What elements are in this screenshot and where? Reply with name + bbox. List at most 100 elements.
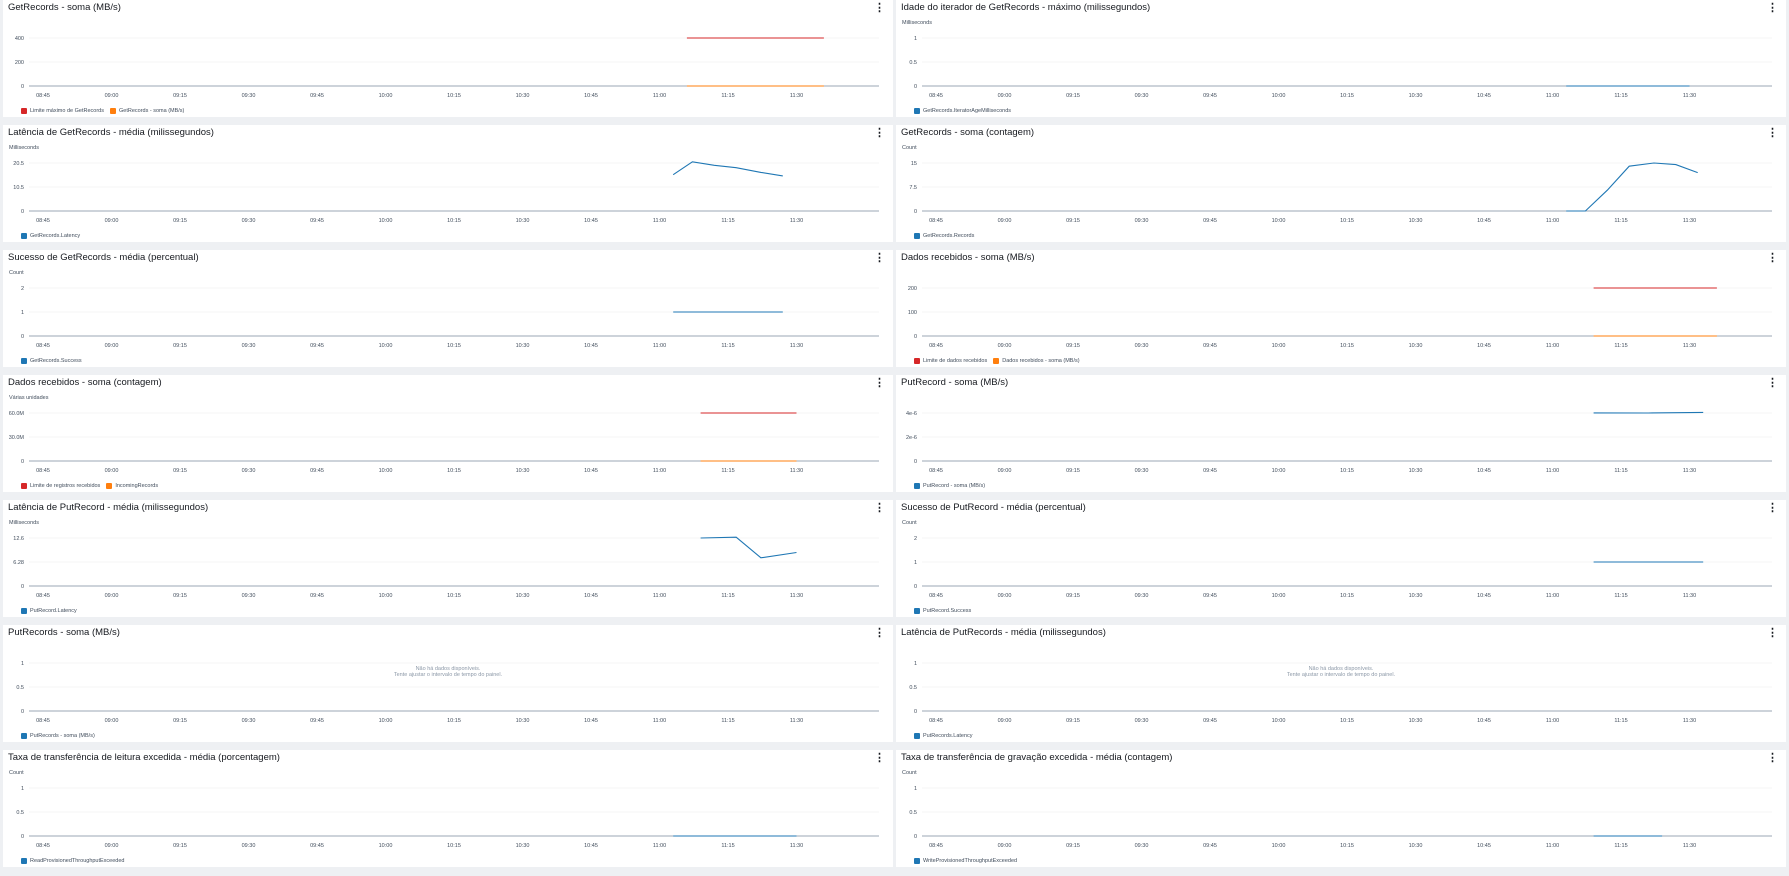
panel-menu-icon[interactable]: ⋮ bbox=[874, 127, 885, 139]
x-tick-label: 09:45 bbox=[310, 593, 324, 599]
x-tick-label: 09:15 bbox=[173, 93, 187, 99]
panel-menu-icon[interactable]: ⋮ bbox=[1767, 252, 1778, 264]
x-tick-label: 10:45 bbox=[1477, 218, 1491, 224]
x-tick-label: 10:00 bbox=[1272, 468, 1286, 474]
series-line[interactable] bbox=[700, 536, 797, 559]
legend-swatch bbox=[21, 733, 27, 739]
line-chart[interactable]: 0 200 400 08:45 09:00 09:15 09:30 09:45 10:00 10:… bbox=[3, 0, 893, 117]
legend-item[interactable]: ReadProvisionedThroughputExceeded bbox=[21, 858, 124, 864]
y-tick-label: 0 bbox=[914, 334, 917, 340]
legend-label: PutRecord.Latency bbox=[30, 608, 77, 614]
metric-panel: GetRecords - soma (contagem) ⋮ Count 0 7.5 15… bbox=[896, 125, 1786, 242]
x-tick-label: 09:15 bbox=[1066, 93, 1080, 99]
y-tick-label: 6.28 bbox=[13, 560, 24, 566]
chart-legend: PutRecords.Latency bbox=[914, 733, 973, 739]
panel-menu-icon[interactable]: ⋮ bbox=[1767, 127, 1778, 139]
x-tick-label: 08:45 bbox=[929, 218, 943, 224]
legend-item[interactable]: GetRecords.Records bbox=[914, 233, 974, 239]
x-tick-label: 10:15 bbox=[447, 468, 461, 474]
legend-item[interactable]: WriteProvisionedThroughputExceeded bbox=[914, 858, 1017, 864]
line-chart[interactable]: 0 1 2 08:45 09:00 09:15 09:30 09:45 10:00 10:15 10… bbox=[3, 250, 893, 367]
x-tick-label: 08:45 bbox=[929, 718, 943, 724]
x-tick-label: 10:15 bbox=[447, 218, 461, 224]
legend-item[interactable]: PutRecords - soma (MB/s) bbox=[21, 733, 95, 739]
x-tick-label: 09:00 bbox=[998, 843, 1012, 849]
line-chart[interactable]: 0 10.5 20.5 08:45 09:00 09:15 09:30 09:45 10:00 1… bbox=[3, 125, 893, 242]
line-chart[interactable]: 0 30.0M 60.0M 08:45 09:00 09:15 09:30 09:45 10:0… bbox=[3, 375, 893, 492]
legend-item[interactable]: Limite de registros recebidos bbox=[21, 483, 100, 489]
legend-item[interactable]: GetRecords.Success bbox=[21, 358, 82, 364]
legend-item[interactable]: PutRecords.Latency bbox=[914, 733, 973, 739]
line-chart[interactable]: 0 0.5 1 08:45 09:00 09:15 09:30 09:45 10:00 10:15… bbox=[896, 0, 1786, 117]
legend-item[interactable]: PutRecord.Latency bbox=[21, 608, 77, 614]
x-tick-label: 11:30 bbox=[790, 218, 803, 224]
line-chart[interactable]: 0 2e-6 4e-6 08:45 09:00 09:15 09:30 09:45 10:00 1… bbox=[896, 375, 1786, 492]
panel-title: GetRecords - soma (MB/s) bbox=[8, 2, 121, 13]
legend-label: GetRecords.Latency bbox=[30, 233, 81, 239]
legend-item[interactable]: PutRecord.Success bbox=[914, 608, 971, 614]
panel-menu-icon[interactable]: ⋮ bbox=[1767, 627, 1778, 639]
x-tick-label: 11:00 bbox=[1546, 218, 1559, 224]
legend-label: IncomingRecords bbox=[115, 483, 159, 489]
chart-legend: Limite máximo de GetRecords GetRecords - … bbox=[21, 108, 184, 114]
x-tick-label: 10:30 bbox=[516, 218, 530, 224]
series-line[interactable] bbox=[672, 161, 783, 177]
x-tick-label: 10:30 bbox=[1409, 718, 1423, 724]
series-line[interactable] bbox=[1566, 162, 1698, 212]
line-chart[interactable]: 0 0.5 1 08:45 09:00 09:15 09:30 09:45 10:00 10:15… bbox=[896, 750, 1786, 867]
line-chart[interactable]: 0 6.28 12.6 08:45 09:00 09:15 09:30 09:45 10:00 1… bbox=[3, 500, 893, 617]
panel-menu-icon[interactable]: ⋮ bbox=[1767, 2, 1778, 14]
legend-swatch bbox=[21, 358, 27, 364]
x-tick-label: 10:15 bbox=[1340, 343, 1354, 349]
legend-item[interactable]: Dados recebidos - soma (MB/s) bbox=[993, 358, 1080, 364]
line-chart[interactable]: 0 7.5 15 08:45 09:00 09:15 09:30 09:45 10:00 10:1… bbox=[896, 125, 1786, 242]
legend-item[interactable]: GetRecords - soma (MB/s) bbox=[109, 108, 185, 114]
x-tick-label: 09:15 bbox=[1066, 593, 1080, 599]
panel-menu-icon[interactable]: ⋮ bbox=[874, 252, 885, 264]
panel-title: PutRecord - soma (MB/s) bbox=[901, 377, 1009, 388]
legend-item[interactable]: GetRecords.Latency bbox=[21, 233, 80, 239]
x-tick-label: 09:00 bbox=[105, 343, 119, 349]
x-tick-label: 09:15 bbox=[1066, 218, 1080, 224]
panel-menu-icon[interactable]: ⋮ bbox=[874, 752, 885, 764]
line-chart[interactable]: 0 0.5 1 08:45 09:00 09:15 09:30 09:45 10:00 10:15… bbox=[3, 750, 893, 867]
panel-menu-icon[interactable]: ⋮ bbox=[1767, 752, 1778, 764]
legend-item[interactable]: Limite de dados recebidos bbox=[914, 358, 987, 364]
legend-item[interactable]: Limite máximo de GetRecords bbox=[21, 108, 104, 114]
x-tick-label: 09:00 bbox=[998, 93, 1012, 99]
panel-menu-icon[interactable]: ⋮ bbox=[874, 377, 885, 389]
x-tick-label: 08:45 bbox=[929, 468, 943, 474]
x-tick-label: 08:45 bbox=[929, 593, 943, 599]
panel-menu-icon[interactable]: ⋮ bbox=[874, 502, 885, 514]
metric-panel: Latência de PutRecord - média (milissegu… bbox=[3, 500, 893, 617]
x-tick-label: 11:15 bbox=[1614, 343, 1627, 349]
metric-panel: Latência de PutRecords - média (milisseg… bbox=[896, 625, 1786, 742]
legend-item[interactable]: GetRecords.IteratorAgeMilliseconds bbox=[914, 108, 1011, 114]
legend-swatch bbox=[21, 483, 27, 489]
panel-menu-icon[interactable]: ⋮ bbox=[874, 2, 885, 14]
no-data-line: Tente ajustar o intervalo de tempo do pa… bbox=[1286, 672, 1396, 678]
series-line[interactable] bbox=[1593, 411, 1704, 414]
legend-swatch bbox=[21, 608, 27, 614]
legend-swatch bbox=[914, 858, 920, 864]
x-tick-label: 08:45 bbox=[929, 843, 943, 849]
line-chart[interactable]: 0 0.5 1 08:45 09:00 09:15 09:30 09:45 10:00 10:15… bbox=[3, 625, 893, 742]
y-tick-label: 2e-6 bbox=[906, 435, 917, 441]
legend-label: GetRecords - soma (MB/s) bbox=[118, 108, 185, 114]
x-tick-label: 08:45 bbox=[36, 718, 50, 724]
x-tick-label: 11:15 bbox=[721, 343, 734, 349]
x-tick-label: 10:30 bbox=[516, 593, 530, 599]
panel-menu-icon[interactable]: ⋮ bbox=[874, 627, 885, 639]
x-tick-label: 10:15 bbox=[447, 93, 461, 99]
legend-label: GetRecords.IteratorAgeMilliseconds bbox=[923, 108, 1012, 114]
line-chart[interactable]: 0 100 200 08:45 09:00 09:15 09:30 09:45 10:00 10:… bbox=[896, 250, 1786, 367]
y-tick-label: 0 bbox=[21, 334, 24, 340]
line-chart[interactable]: 0 1 2 08:45 09:00 09:15 09:30 09:45 10:00 10:15 10… bbox=[896, 500, 1786, 617]
panel-menu-icon[interactable]: ⋮ bbox=[1767, 502, 1778, 514]
legend-item[interactable]: PutRecord - soma (MB/s) bbox=[914, 483, 985, 489]
line-chart[interactable]: 0 0.5 1 08:45 09:00 09:15 09:30 09:45 10:00 10:15… bbox=[896, 625, 1786, 742]
chart-legend: PutRecord.Success bbox=[914, 608, 971, 614]
legend-item[interactable]: IncomingRecords bbox=[106, 483, 158, 489]
panel-menu-icon[interactable]: ⋮ bbox=[1767, 377, 1778, 389]
